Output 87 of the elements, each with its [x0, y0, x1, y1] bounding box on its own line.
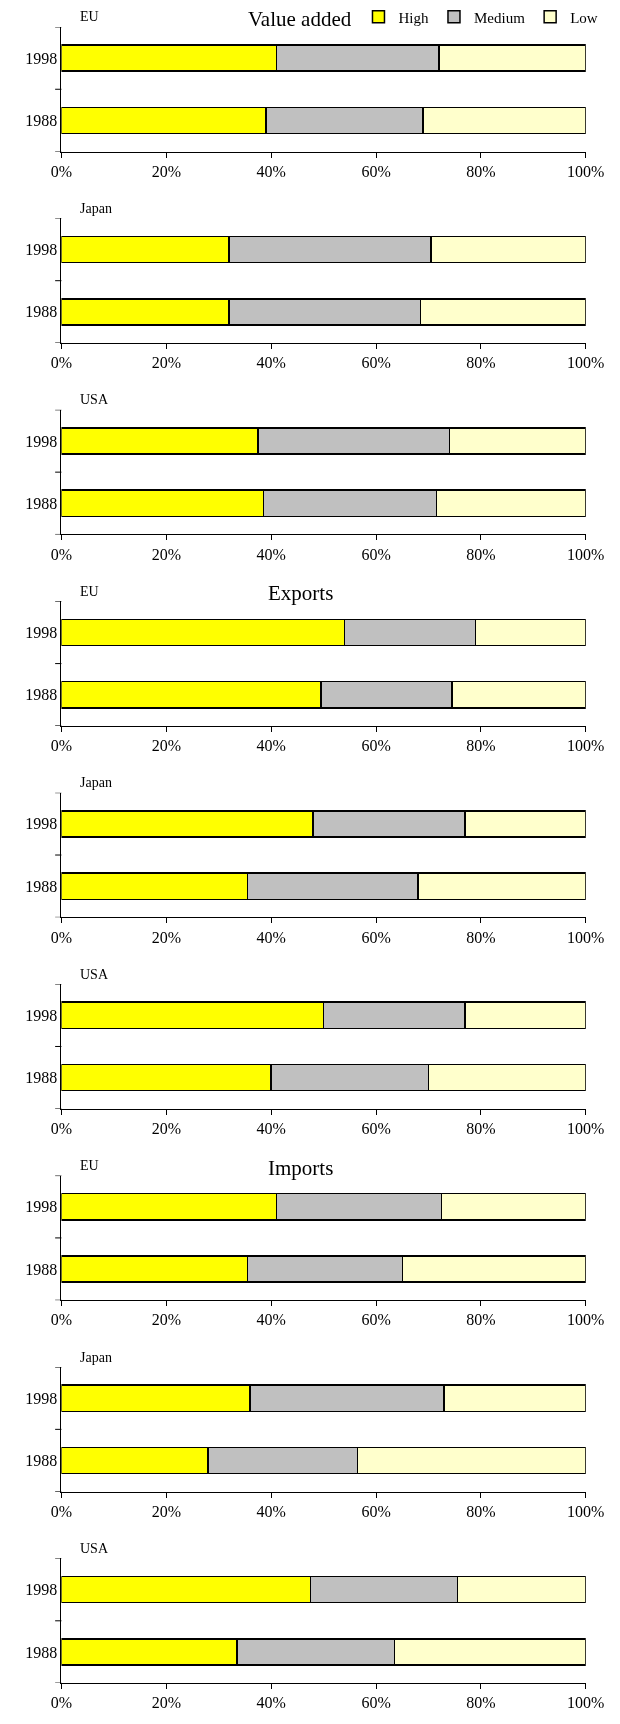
y-tick-label: 1988 — [25, 686, 58, 704]
y-tick-label: 1988 — [25, 1452, 58, 1470]
x-tick-label: 40% — [256, 545, 286, 563]
chart-subtitle: USA — [80, 967, 109, 982]
y-tick-label: 1988 — [25, 1069, 58, 1087]
chart-subtitle: EU — [80, 1158, 99, 1173]
x-tick-label: 60% — [361, 545, 391, 563]
x-tick-label: 60% — [361, 928, 391, 946]
x-tick-label: 40% — [256, 354, 286, 372]
x-tick-label: 60% — [361, 737, 391, 755]
x-tick-label: 20% — [151, 1119, 181, 1137]
x-tick-label: 20% — [151, 928, 181, 946]
x-tick-label: 60% — [361, 1119, 391, 1137]
y-tick-label: 1998 — [25, 1198, 58, 1216]
chart-title: Value added — [248, 7, 352, 31]
x-tick-label: 60% — [361, 354, 391, 372]
x-tick-label: 40% — [256, 1502, 286, 1520]
x-tick-label: 20% — [151, 1502, 181, 1520]
chart-subtitle: EU — [80, 584, 99, 599]
x-tick-label: 20% — [151, 354, 181, 372]
x-tick-label: 0% — [50, 1502, 73, 1520]
y-tick-label: 1988 — [25, 1260, 58, 1278]
x-tick-label: 40% — [256, 1694, 286, 1712]
x-tick-label: 0% — [50, 545, 73, 563]
x-tick-label: 80% — [466, 737, 496, 755]
x-tick-label: 80% — [466, 354, 496, 372]
legend-label: High — [398, 9, 429, 26]
x-tick-label: 0% — [50, 928, 73, 946]
x-tick-label: 20% — [151, 162, 181, 180]
x-tick-label: 40% — [256, 1119, 286, 1137]
x-tick-label: 80% — [466, 162, 496, 180]
x-tick-label: 100% — [567, 928, 605, 946]
y-tick-label: 1998 — [25, 1389, 58, 1407]
x-tick-label: 0% — [50, 162, 73, 180]
legend-label: Medium — [473, 9, 526, 26]
y-tick-label: 1998 — [25, 49, 58, 67]
y-tick-label: 1988 — [25, 877, 58, 895]
chart-subtitle: USA — [80, 1541, 109, 1556]
y-tick-label: 1998 — [25, 1581, 58, 1599]
x-tick-label: 100% — [567, 1311, 605, 1329]
x-tick-label: 100% — [567, 737, 605, 755]
y-tick-label: 1998 — [25, 241, 58, 259]
x-tick-label: 0% — [50, 1311, 73, 1329]
x-tick-label: 0% — [50, 354, 73, 372]
x-tick-label: 100% — [567, 1119, 605, 1137]
x-tick-label: 100% — [567, 1694, 605, 1712]
chart-subtitle: USA — [80, 392, 109, 407]
x-tick-label: 80% — [466, 1119, 496, 1137]
y-tick-label: 1988 — [25, 1643, 58, 1661]
x-tick-label: 80% — [466, 928, 496, 946]
x-tick-label: 40% — [256, 1311, 286, 1329]
x-tick-label: 40% — [256, 162, 286, 180]
x-tick-label: 60% — [361, 162, 391, 180]
y-tick-label: 1998 — [25, 432, 58, 450]
chart-subtitle: Japan — [80, 1350, 112, 1365]
x-tick-label: 80% — [466, 1502, 496, 1520]
x-tick-label: 20% — [151, 737, 181, 755]
x-tick-label: 40% — [256, 928, 286, 946]
chart-subtitle: Japan — [80, 775, 112, 790]
x-tick-label: 60% — [361, 1502, 391, 1520]
x-tick-label: 80% — [466, 545, 496, 563]
chart-title: Imports — [268, 1156, 334, 1180]
x-tick-label: 60% — [361, 1694, 391, 1712]
chart-subtitle: EU — [80, 9, 99, 24]
x-tick-label: 0% — [50, 737, 73, 755]
legend-label: Low — [570, 9, 598, 26]
x-tick-label: 100% — [567, 1502, 605, 1520]
x-tick-label: 20% — [151, 545, 181, 563]
x-tick-label: 80% — [466, 1694, 496, 1712]
x-tick-label: 40% — [256, 737, 286, 755]
x-tick-label: 80% — [466, 1311, 496, 1329]
x-tick-label: 100% — [567, 162, 605, 180]
y-tick-label: 1988 — [25, 112, 58, 130]
chart-title: Exports — [268, 581, 334, 605]
y-tick-label: 1998 — [25, 1006, 58, 1024]
chart-subtitle: Japan — [80, 201, 112, 216]
x-tick-label: 20% — [151, 1694, 181, 1712]
x-tick-label: 0% — [50, 1119, 73, 1137]
y-tick-label: 1998 — [25, 815, 58, 833]
x-tick-label: 20% — [151, 1311, 181, 1329]
y-tick-label: 1988 — [25, 494, 58, 512]
y-tick-label: 1998 — [25, 624, 58, 642]
x-tick-label: 60% — [361, 1311, 391, 1329]
x-tick-label: 100% — [567, 545, 605, 563]
x-tick-label: 0% — [50, 1694, 73, 1712]
y-tick-label: 1988 — [25, 303, 58, 321]
x-tick-label: 100% — [567, 354, 605, 372]
